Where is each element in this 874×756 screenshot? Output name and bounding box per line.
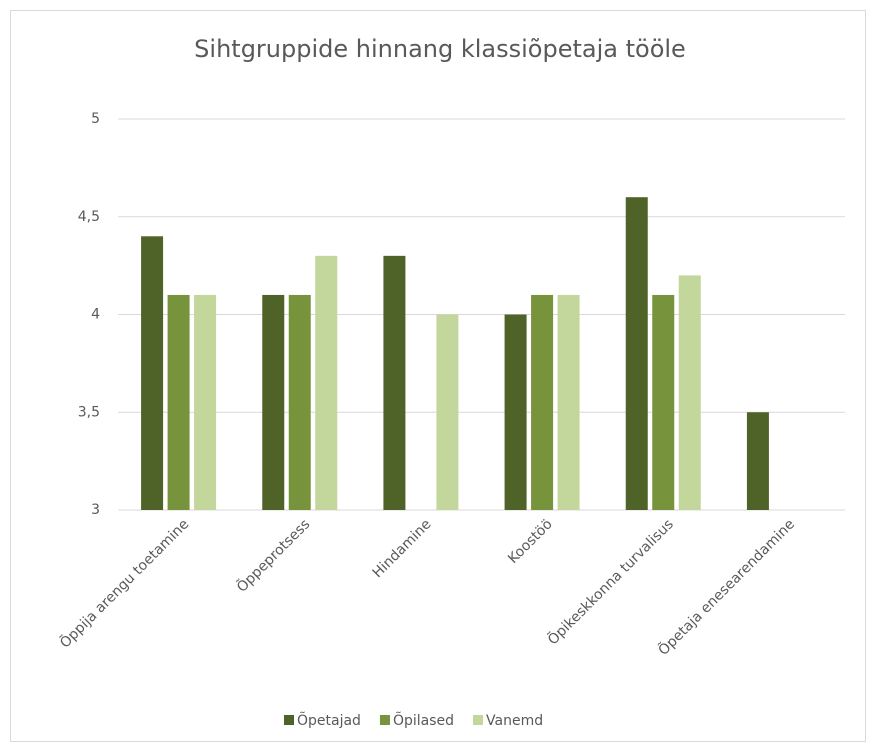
bar (141, 236, 164, 511)
bar (167, 294, 190, 510)
bar (194, 294, 217, 510)
legend-swatch (284, 715, 294, 725)
legend-swatch (379, 715, 390, 725)
bar (557, 294, 580, 510)
legend-label: Õpetajad (297, 712, 361, 729)
bar (504, 314, 527, 510)
chart-title: Sihtgruppide hinnang klassiõpetaja tööle (194, 35, 686, 63)
bar (531, 294, 554, 510)
bar (262, 294, 285, 510)
bar (436, 314, 459, 510)
bar (652, 294, 675, 510)
bar (746, 412, 769, 510)
y-tick-label: 4,5 (78, 209, 100, 225)
bar (383, 255, 406, 510)
legend-label: Vanemd (486, 713, 543, 729)
bar (678, 275, 701, 510)
bar (315, 255, 338, 510)
bar (625, 197, 648, 510)
bar (288, 294, 311, 510)
y-tick-label: 3,5 (78, 404, 100, 420)
legend-swatch (473, 715, 484, 725)
y-tick-label: 3 (91, 502, 100, 518)
y-tick-label: 4 (91, 307, 100, 323)
legend-label: Õpilased (393, 712, 454, 729)
y-tick-label: 5 (91, 111, 100, 127)
